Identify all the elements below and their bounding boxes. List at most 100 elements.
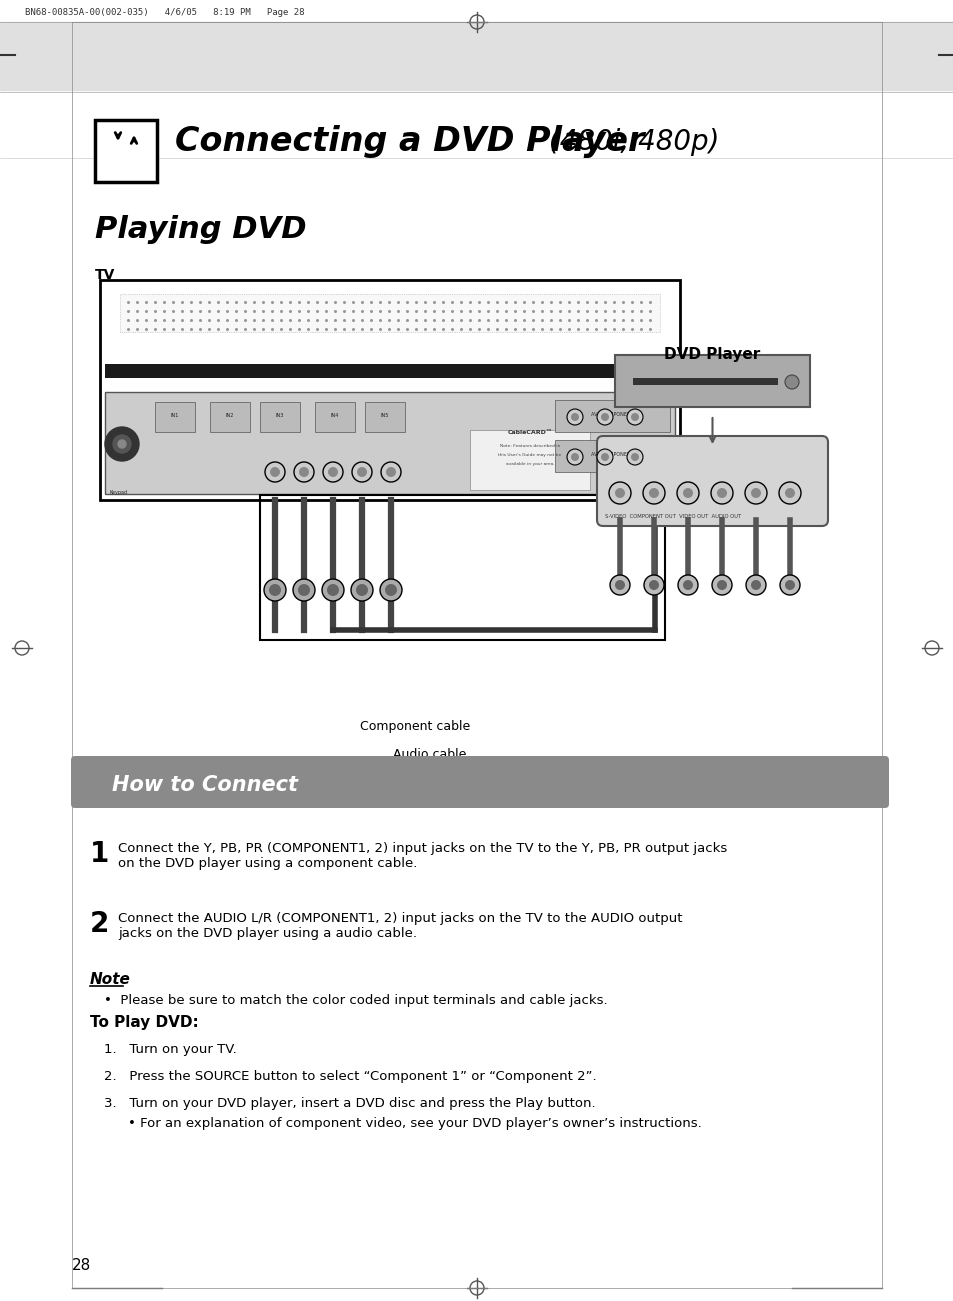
Text: Note: Note	[90, 972, 131, 987]
Circle shape	[297, 584, 310, 596]
Circle shape	[294, 462, 314, 481]
Bar	[100, 280, 679, 500]
Circle shape	[265, 462, 285, 481]
Text: • For an explanation of component video, see your DVD player’s owner’s instructi: • For an explanation of component video,…	[128, 1118, 701, 1131]
Text: Connecting a DVD Player: Connecting a DVD Player	[174, 125, 644, 157]
Circle shape	[356, 467, 367, 477]
FancyBboxPatch shape	[71, 756, 888, 808]
Circle shape	[352, 462, 372, 481]
Circle shape	[784, 580, 794, 589]
Text: IN2: IN2	[226, 412, 233, 418]
Circle shape	[118, 440, 126, 448]
Circle shape	[750, 580, 760, 589]
Text: How to Connect: How to Connect	[112, 775, 297, 795]
Circle shape	[750, 488, 760, 498]
Circle shape	[784, 488, 794, 498]
Circle shape	[630, 412, 639, 422]
Circle shape	[717, 488, 726, 498]
Bar	[0, 22, 953, 90]
Bar	[210, 402, 250, 432]
Bar	[314, 402, 355, 432]
Text: •  Please be sure to match the color coded input terminals and cable jacks.: • Please be sure to match the color code…	[104, 994, 607, 1007]
Circle shape	[678, 575, 698, 595]
Circle shape	[351, 579, 373, 601]
Text: Connect the Y, PB, PR (COMPONENT1, 2) input jacks on the TV to the Y, PB, PR out: Connect the Y, PB, PR (COMPONENT1, 2) in…	[118, 842, 726, 870]
Circle shape	[566, 409, 582, 425]
Circle shape	[744, 481, 766, 503]
Text: AV2 COMPONENT: AV2 COMPONENT	[590, 451, 633, 457]
Text: IN5: IN5	[380, 412, 389, 418]
Bar	[633, 379, 778, 385]
Circle shape	[630, 453, 639, 461]
Circle shape	[105, 427, 139, 461]
Text: this User's Guide may not be: this User's Guide may not be	[497, 453, 561, 457]
Circle shape	[643, 575, 663, 595]
Text: DVD Player: DVD Player	[663, 347, 760, 362]
Text: Power cord: Power cord	[118, 448, 187, 461]
Circle shape	[784, 375, 799, 389]
Circle shape	[298, 467, 309, 477]
Circle shape	[322, 579, 344, 601]
Text: Component cable: Component cable	[359, 719, 470, 732]
Text: available in your area.: available in your area.	[505, 462, 554, 466]
Circle shape	[597, 449, 613, 464]
Bar	[105, 364, 675, 379]
Circle shape	[648, 580, 659, 589]
Circle shape	[264, 579, 286, 601]
Circle shape	[571, 453, 578, 461]
Text: BN68-00835A-00(002-035)   4/6/05   8:19 PM   Page 28: BN68-00835A-00(002-035) 4/6/05 8:19 PM P…	[25, 8, 304, 17]
Text: Note: Features described in: Note: Features described in	[499, 444, 559, 448]
Circle shape	[609, 575, 629, 595]
Circle shape	[328, 467, 337, 477]
Circle shape	[269, 584, 281, 596]
Circle shape	[710, 481, 732, 503]
Text: IN4: IN4	[331, 412, 339, 418]
Bar	[260, 402, 299, 432]
Circle shape	[323, 462, 343, 481]
Text: 1.   Turn on your TV.: 1. Turn on your TV.	[104, 1043, 236, 1056]
Bar	[615, 355, 809, 407]
Bar	[260, 494, 664, 640]
Bar	[470, 431, 589, 490]
Circle shape	[648, 488, 659, 498]
Circle shape	[571, 412, 578, 422]
Text: Audio cable: Audio cable	[393, 748, 466, 761]
Circle shape	[597, 409, 613, 425]
Bar	[555, 440, 669, 472]
Bar	[365, 402, 405, 432]
Circle shape	[626, 449, 642, 464]
Circle shape	[615, 488, 624, 498]
Circle shape	[677, 481, 699, 503]
Text: 3.   Turn on your DVD player, insert a DVD disc and press the Play button.: 3. Turn on your DVD player, insert a DVD…	[104, 1097, 595, 1110]
Circle shape	[112, 435, 131, 453]
Text: IN1: IN1	[171, 412, 179, 418]
Circle shape	[386, 467, 395, 477]
Text: (480i, 480p): (480i, 480p)	[539, 127, 719, 156]
Text: Connect the AUDIO L/R (COMPONENT1, 2) input jacks on the TV to the AUDIO output
: Connect the AUDIO L/R (COMPONENT1, 2) in…	[118, 912, 681, 941]
Text: TV: TV	[95, 268, 115, 282]
Circle shape	[745, 575, 765, 595]
Bar	[95, 120, 157, 182]
Bar	[154, 402, 194, 432]
Circle shape	[779, 481, 801, 503]
Circle shape	[380, 462, 400, 481]
Circle shape	[600, 412, 608, 422]
Circle shape	[626, 409, 642, 425]
Bar	[105, 392, 675, 494]
Text: Keypad: Keypad	[110, 490, 128, 494]
Text: AV1 COMPONENT: AV1 COMPONENT	[590, 412, 633, 418]
Circle shape	[566, 449, 582, 464]
Circle shape	[327, 584, 338, 596]
Circle shape	[682, 580, 692, 589]
Bar	[120, 294, 659, 332]
Text: CableCARD™: CableCARD™	[507, 431, 552, 435]
Text: S-VIDEO  COMPONENT OUT  VIDEO OUT  AUDIO OUT: S-VIDEO COMPONENT OUT VIDEO OUT AUDIO OU…	[604, 514, 740, 519]
Text: IN3: IN3	[275, 412, 284, 418]
Circle shape	[379, 579, 401, 601]
FancyBboxPatch shape	[597, 436, 827, 526]
Circle shape	[717, 580, 726, 589]
Circle shape	[682, 488, 692, 498]
Circle shape	[615, 580, 624, 589]
Bar	[555, 399, 669, 432]
Text: 1: 1	[90, 840, 110, 868]
